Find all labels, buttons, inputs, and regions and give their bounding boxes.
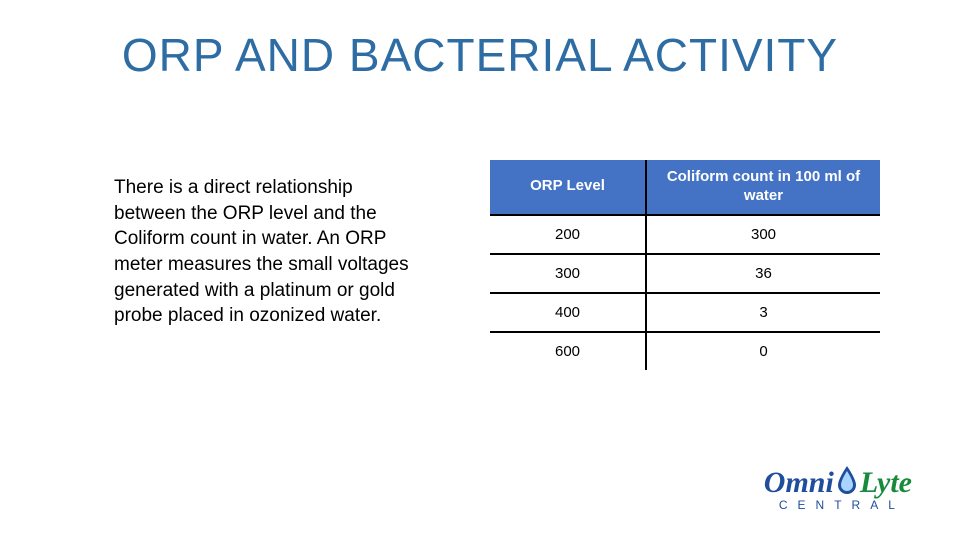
water-drop-icon <box>836 465 858 500</box>
table-row: 200 300 <box>490 215 880 254</box>
orp-table-container: ORP Level Coliform count in 100 ml of wa… <box>490 160 880 370</box>
brand-subline: CENTRAL <box>771 498 905 512</box>
table-cell: 300 <box>646 215 880 254</box>
orp-table: ORP Level Coliform count in 100 ml of wa… <box>490 160 880 370</box>
table-header-orp: ORP Level <box>490 160 646 215</box>
brand-logo-top: Omni Lyte <box>764 465 912 500</box>
table-cell: 200 <box>490 215 646 254</box>
page-title: ORP AND BACTERIAL ACTIVITY <box>0 28 960 82</box>
table-cell: 0 <box>646 332 880 370</box>
table-row: 600 0 <box>490 332 880 370</box>
table-cell: 3 <box>646 293 880 332</box>
table-cell: 36 <box>646 254 880 293</box>
table-row: 400 3 <box>490 293 880 332</box>
table-cell: 600 <box>490 332 646 370</box>
table-header-coliform: Coliform count in 100 ml of water <box>646 160 880 215</box>
brand-text-lyte: Lyte <box>860 466 912 500</box>
table-cell: 300 <box>490 254 646 293</box>
table-row: 300 36 <box>490 254 880 293</box>
brand-logo: Omni Lyte CENTRAL <box>764 465 912 512</box>
table-cell: 400 <box>490 293 646 332</box>
table-header-row: ORP Level Coliform count in 100 ml of wa… <box>490 160 880 215</box>
body-paragraph: There is a direct relationship between t… <box>114 175 424 329</box>
brand-text-omni: Omni <box>764 466 834 500</box>
